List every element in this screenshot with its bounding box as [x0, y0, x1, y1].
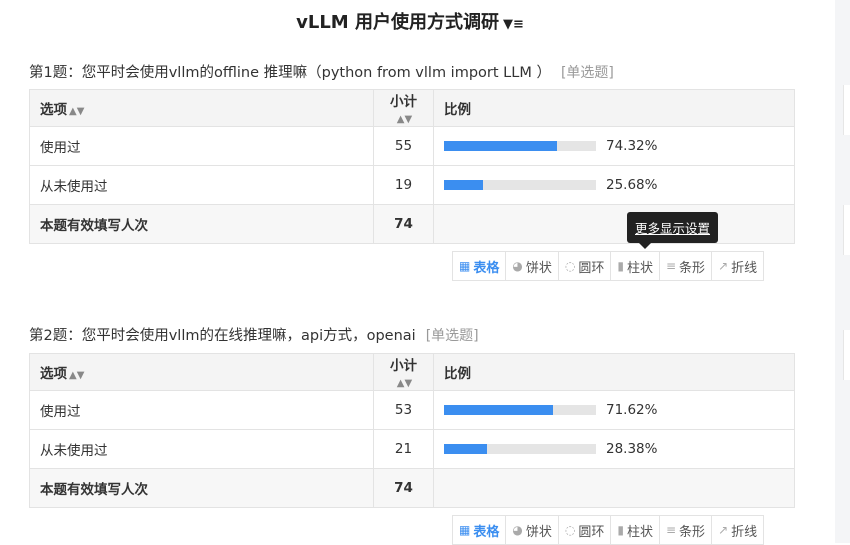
pie-view-button[interactable]: ◕ 饼状 — [505, 515, 559, 545]
option-count: 21 — [373, 429, 434, 469]
percent-text: 25.68% — [606, 177, 658, 193]
question-2-table: 选项 ▲▼ 小计▲▼ 比例 使用过 53 71.62% 从未使用过 21 28.3… — [29, 353, 795, 508]
line-chart-icon: ↗ — [718, 523, 729, 537]
header-count[interactable]: 小计▲▼ — [373, 353, 434, 391]
total-row: 本题有效填写人次 74 — [29, 468, 795, 508]
option-label: 使用过 — [29, 126, 374, 166]
header-ratio: 比例 — [433, 89, 795, 127]
chart-toolbar-2: ▦ 表格 ◕ 饼状 ◌ 圆环 ▮ 柱状 ≡ 条形 ↗ 折线 — [452, 515, 765, 545]
sort-icon[interactable]: ▲▼ — [69, 370, 85, 381]
question-1-table: 选项 ▲▼ 小计▲▼ 比例 使用过 55 74.32% 从未使用过 19 25.6… — [29, 89, 795, 244]
column-view-button[interactable]: ▮ 柱状 — [610, 515, 660, 545]
question-type-tag: [单选题] — [425, 328, 479, 344]
percent-text: 28.38% — [606, 441, 658, 457]
table-view-button[interactable]: ▦ 表格 — [452, 251, 507, 281]
bar-chart-icon: ≡ — [665, 259, 677, 273]
bar-view-button[interactable]: ≡ 条形 — [658, 515, 713, 545]
question-type-tag: [单选题] — [560, 65, 614, 81]
pie-icon: ◕ — [512, 523, 523, 537]
percent-text: 71.62% — [606, 402, 658, 418]
header-option[interactable]: 选项 ▲▼ — [29, 353, 374, 391]
total-count: 74 — [373, 204, 434, 244]
column-chart-icon: ▮ — [617, 523, 624, 537]
ring-view-button[interactable]: ◌ 圆环 — [557, 515, 612, 545]
option-label: 从未使用过 — [29, 429, 374, 469]
line-view-button[interactable]: ↗ 折线 — [711, 515, 765, 545]
side-card — [843, 85, 850, 135]
header-count[interactable]: 小计▲▼ — [373, 89, 434, 127]
header-option[interactable]: 选项 ▲▼ — [29, 89, 374, 127]
total-label: 本题有效填写人次 — [29, 468, 374, 508]
option-count: 55 — [373, 126, 434, 166]
line-chart-icon: ↗ — [718, 259, 729, 273]
option-count: 53 — [373, 390, 434, 430]
total-row: 本题有效填写人次 74 — [29, 204, 795, 244]
ring-icon: ◌ — [564, 259, 576, 273]
table-row: 使用过 55 74.32% — [29, 126, 795, 166]
bar-view-button[interactable]: ≡ 条形 — [658, 251, 713, 281]
percent-bar — [444, 180, 596, 190]
more-settings-tooltip[interactable]: 更多显示设置 — [627, 212, 719, 249]
line-view-button[interactable]: ↗ 折线 — [711, 251, 765, 281]
sort-icon[interactable]: ▲▼ — [396, 378, 413, 389]
pie-view-button[interactable]: ◕ 饼状 — [505, 251, 559, 281]
table-icon: ▦ — [459, 523, 471, 537]
table-row: 使用过 53 71.62% — [29, 390, 795, 430]
filter-icon[interactable]: ▼≡ — [502, 17, 524, 32]
total-label: 本题有效填写人次 — [29, 204, 374, 244]
chart-toolbar-1: ▦ 表格 ◕ 饼状 ◌ 圆环 ▮ 柱状 ≡ 条形 ↗ 折线 — [452, 251, 765, 281]
bar-chart-icon: ≡ — [665, 523, 677, 537]
total-count: 74 — [373, 468, 434, 508]
ring-icon: ◌ — [564, 523, 576, 537]
question-2-title: 第2题：您平时会使用vllm的在线推理嘛，api方式，openai [单选题] — [29, 328, 479, 344]
column-chart-icon: ▮ — [617, 259, 624, 273]
option-label: 从未使用过 — [29, 165, 374, 205]
sort-icon[interactable]: ▲▼ — [396, 114, 413, 125]
option-label: 使用过 — [29, 390, 374, 430]
column-view-button[interactable]: ▮ 柱状 — [610, 251, 660, 281]
survey-report: vLLM 用户使用方式调研 ▼≡ 第1题：您平时会使用vllm的offline 推… — [29, 12, 795, 545]
sort-icon[interactable]: ▲▼ — [69, 106, 85, 117]
table-row: 从未使用过 19 25.68% — [29, 165, 795, 205]
side-panel — [835, 0, 850, 543]
table-icon: ▦ — [459, 259, 471, 273]
table-view-button[interactable]: ▦ 表格 — [452, 515, 507, 545]
ring-view-button[interactable]: ◌ 圆环 — [557, 251, 612, 281]
percent-bar — [444, 405, 596, 415]
question-1-title: 第1题：您平时会使用vllm的offline 推理嘛（python from v… — [29, 65, 614, 81]
option-count: 19 — [373, 165, 434, 205]
header-ratio: 比例 — [433, 353, 795, 391]
side-card — [843, 205, 850, 255]
page-title: vLLM 用户使用方式调研 ▼≡ — [296, 12, 524, 33]
percent-text: 74.32% — [606, 138, 658, 154]
table-row: 从未使用过 21 28.38% — [29, 429, 795, 469]
percent-bar — [444, 141, 596, 151]
side-card — [843, 330, 850, 380]
pie-icon: ◕ — [512, 259, 523, 273]
percent-bar — [444, 444, 596, 454]
